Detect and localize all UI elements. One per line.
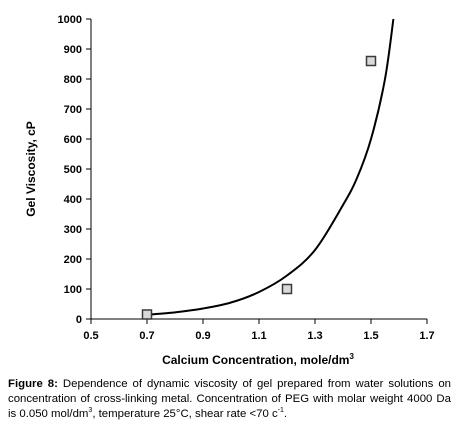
x-tick-label: 1.7 bbox=[419, 330, 434, 342]
x-tick-label: 0.9 bbox=[195, 330, 210, 342]
x-tick-label: 1.5 bbox=[363, 330, 378, 342]
figure-caption: Figure 8: Dependence of dynamic viscosit… bbox=[8, 377, 451, 422]
figure-label: Figure 8: bbox=[8, 378, 58, 390]
y-tick-label: 300 bbox=[64, 224, 82, 236]
y-tick-label: 600 bbox=[64, 134, 82, 146]
caption-text-1: Dependence of dynamic viscosity of gel p… bbox=[8, 378, 451, 420]
x-axis-title: Calcium Concentration, mole/dm3 bbox=[162, 352, 354, 367]
y-tick-label: 900 bbox=[64, 44, 82, 56]
y-tick-label: 200 bbox=[64, 254, 82, 266]
y-tick-label: 800 bbox=[64, 74, 82, 86]
viscosity-chart: 0 100 200 300 400 500 600 700 800 900 1000 0.5 0.7 0.… bbox=[24, 14, 435, 367]
y-tick-label: 700 bbox=[64, 104, 82, 116]
y-tick-label: 0 bbox=[76, 314, 82, 326]
x-tick-label: 1.1 bbox=[251, 330, 266, 342]
x-tick-label: 0.5 bbox=[83, 330, 98, 342]
plot-area: 0 100 200 300 400 500 600 700 800 900 1000 0.5 0.7 0.… bbox=[58, 14, 435, 342]
x-tick-label: 0.7 bbox=[139, 330, 154, 342]
trend-curve bbox=[146, 18, 395, 316]
caption-text-3: . bbox=[283, 408, 288, 420]
caption-text-2: , temperature 25°C, shear rate <70 c bbox=[92, 408, 278, 420]
x-tick-label: 1.3 bbox=[307, 330, 322, 342]
y-tick-label: 100 bbox=[64, 284, 82, 296]
caption-sup-2: -1 bbox=[277, 407, 284, 415]
y-tick-label: 500 bbox=[64, 164, 82, 176]
y-tick-label: 1000 bbox=[58, 14, 82, 26]
data-point-marker bbox=[141, 309, 153, 320]
data-point-marker bbox=[365, 55, 377, 67]
y-tick-label: 400 bbox=[64, 194, 82, 206]
data-point-marker bbox=[281, 283, 293, 295]
caption-sup-1: 3 bbox=[88, 407, 93, 415]
y-axis-title: Gel Viscosity, cP bbox=[24, 121, 38, 217]
